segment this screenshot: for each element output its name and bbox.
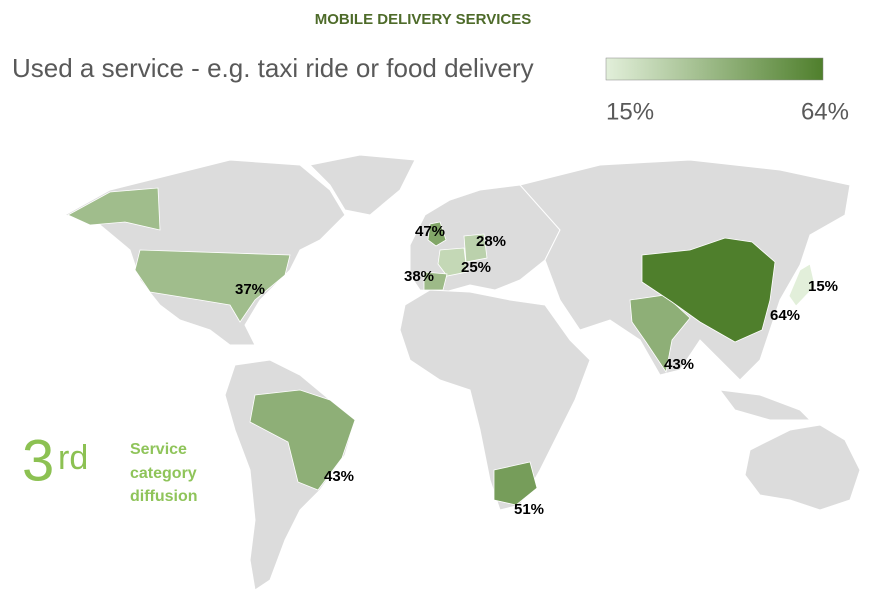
value-label: 37%	[235, 281, 265, 298]
country-region	[437, 247, 468, 277]
australia	[744, 424, 861, 511]
world-base-map	[63, 154, 861, 591]
country-region	[493, 461, 538, 506]
rank-suffix: rd	[58, 439, 88, 477]
scale-min-label: 15%	[606, 98, 654, 125]
value-label: 25%	[461, 259, 491, 276]
country-region	[249, 389, 356, 491]
value-label: 64%	[770, 307, 800, 324]
data-regions	[67, 187, 816, 506]
africa	[399, 289, 591, 511]
scale-max-label: 64%	[801, 98, 849, 125]
chart-subtitle: Used a service - e.g. taxi ride or food …	[12, 53, 534, 83]
rank-number: 3	[22, 428, 54, 493]
country-region	[788, 263, 816, 307]
islands	[718, 389, 812, 421]
value-label: 51%	[514, 501, 544, 518]
value-label: 38%	[404, 268, 434, 285]
color-scale-bar	[605, 57, 824, 81]
greenland	[308, 154, 416, 216]
country-region	[463, 233, 488, 263]
rank-caption: Service	[130, 441, 187, 458]
rank-caption: category	[130, 465, 197, 482]
country-region	[641, 237, 776, 343]
value-label: 15%	[808, 278, 838, 295]
country-region	[423, 271, 448, 291]
value-label: 43%	[664, 356, 694, 373]
chart-title: MOBILE DELIVERY SERVICES	[315, 11, 531, 28]
country-region	[134, 249, 291, 323]
value-label: 28%	[476, 233, 506, 250]
country-region	[67, 187, 161, 231]
value-label: 47%	[415, 223, 445, 240]
value-label: 43%	[324, 468, 354, 485]
rank-caption: diffusion	[130, 488, 198, 505]
country-region	[427, 221, 447, 247]
